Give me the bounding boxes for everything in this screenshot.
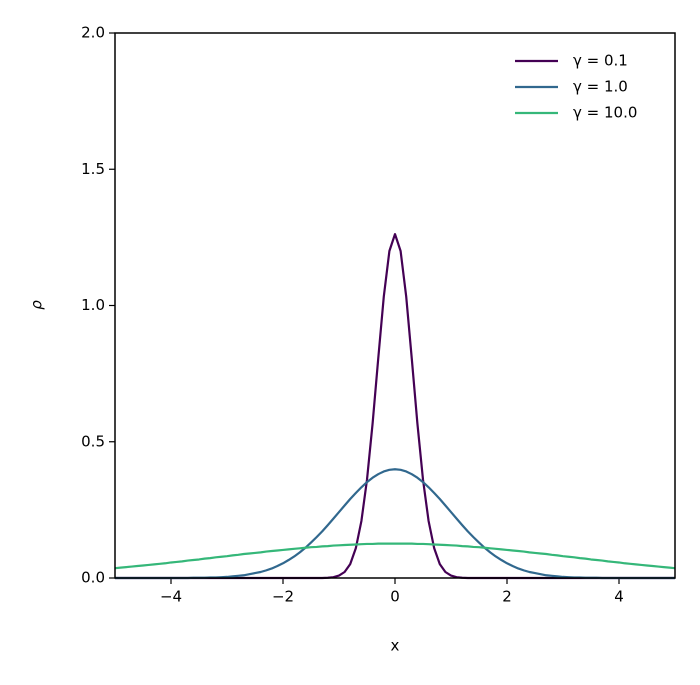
x-tick-label: 4 xyxy=(614,588,624,606)
x-tick-label: −2 xyxy=(272,588,294,606)
legend-label: γ = 1.0 xyxy=(573,78,628,96)
line-series xyxy=(115,233,675,580)
y-tick-label: 2.0 xyxy=(81,24,105,42)
x-tick-label: 0 xyxy=(390,588,400,606)
x-axis-label: x xyxy=(391,637,400,655)
y-tick-label: 0.0 xyxy=(81,569,105,587)
y-tick-label: 0.5 xyxy=(81,432,105,450)
line-series xyxy=(114,542,676,570)
y-axis-label: ρ xyxy=(28,300,46,310)
plot-frame xyxy=(114,32,676,579)
y-tick-label: 1.5 xyxy=(81,160,105,178)
x-tick-label: 2 xyxy=(502,588,512,606)
line-series xyxy=(115,468,675,580)
x-tick-label: −4 xyxy=(160,588,182,606)
legend-label: γ = 0.1 xyxy=(573,52,628,70)
legend-label: γ = 10.0 xyxy=(573,104,637,122)
y-tick-label: 1.0 xyxy=(81,296,105,314)
